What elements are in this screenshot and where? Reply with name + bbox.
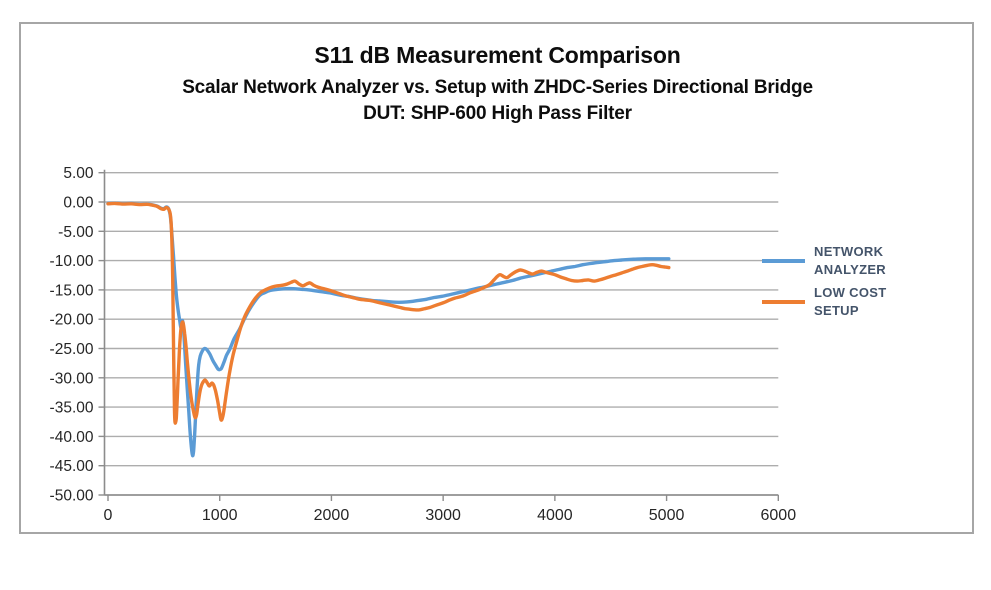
network-analyzer-line-swatch — [762, 259, 805, 263]
y-tick-label--50: -50.00 — [50, 488, 94, 505]
x-tick-label-4000: 4000 — [537, 507, 573, 524]
y-tick-label--15: -15.00 — [50, 282, 94, 299]
series-line-low-cost-setup — [106, 201, 671, 425]
x-tick-label-1000: 1000 — [202, 507, 238, 524]
chart-title: S11 dB Measurement Comparison — [314, 42, 681, 68]
y-tick-label--25: -25.00 — [50, 341, 94, 358]
y-tick-label--20: -20.00 — [50, 312, 94, 329]
x-tick-label-3000: 3000 — [425, 507, 461, 524]
legend-label-network-analyzer: NETWORK ANALYZER — [814, 244, 886, 277]
legend-item-network-analyzer: NETWORK ANALYZER — [762, 243, 952, 279]
y-tick-label--5: -5.00 — [58, 224, 94, 241]
low-cost-setup-line-swatch — [762, 300, 805, 304]
chart-subtitle-line2: DUT: SHP-600 High Pass Filter — [363, 103, 632, 124]
y-tick-label-0: 0.00 — [63, 195, 94, 212]
y-tick-label--10: -10.00 — [50, 253, 94, 270]
y-tick-label--40: -40.00 — [50, 429, 94, 446]
x-tick-label-6000: 6000 — [761, 507, 797, 524]
x-tick-label-0: 0 — [104, 507, 113, 524]
series-line-network-analyzer — [106, 201, 671, 458]
legend-label-low-cost-setup: LOW COST SETUP — [814, 285, 887, 318]
chart-legend: NETWORK ANALYZER LOW COST SETUP — [762, 243, 952, 325]
y-tick-label--30: -30.00 — [50, 370, 94, 387]
y-tick-label--45: -45.00 — [50, 458, 94, 475]
legend-item-low-cost-setup: LOW COST SETUP — [762, 284, 952, 320]
x-tick-label-2000: 2000 — [314, 507, 350, 524]
chart-subtitle-line1: Scalar Network Analyzer vs. Setup with Z… — [182, 77, 813, 98]
x-tick-label-5000: 5000 — [649, 507, 685, 524]
y-tick-label--35: -35.00 — [50, 400, 94, 417]
y-tick-label-5: 5.00 — [63, 165, 94, 182]
